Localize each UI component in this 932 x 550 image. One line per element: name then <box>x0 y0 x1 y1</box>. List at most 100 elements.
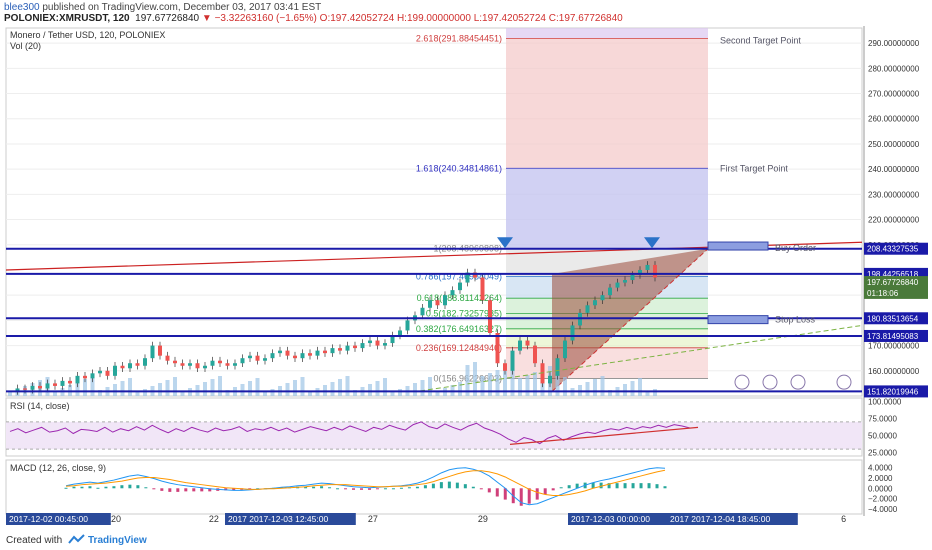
volume-bar <box>375 381 380 396</box>
macd-histogram-bar <box>559 487 563 489</box>
macd-histogram-bar <box>655 484 659 489</box>
rsi-label: RSI (14, close) <box>10 401 70 411</box>
macd-histogram-bar <box>391 488 395 490</box>
date-badge <box>225 513 356 525</box>
macd-histogram-bar <box>463 484 467 489</box>
macd-histogram-bar <box>495 488 499 497</box>
ohlc-line: POLONIEX:XMRUSDT, 120 197.67726840 ▼ −3.… <box>4 13 623 24</box>
author-link[interactable]: blee300 <box>4 2 40 13</box>
volume-bar <box>435 391 440 396</box>
volume-bar <box>158 383 162 396</box>
candle-body <box>255 355 260 361</box>
candle-body <box>360 343 365 349</box>
candle-body <box>68 380 72 384</box>
rsi-line <box>9 421 691 445</box>
candle-body <box>653 264 657 278</box>
time-tick-label: 29 <box>478 514 488 524</box>
last-price: 197.67726840 <box>135 13 200 24</box>
volume-bar <box>263 392 267 396</box>
macd-histogram-bar <box>304 486 308 489</box>
macd-histogram-bar <box>487 488 491 493</box>
candle-body <box>285 350 290 356</box>
macd-histogram-bar <box>503 488 507 500</box>
macd-histogram-bar <box>479 488 483 490</box>
macd-histogram-bar <box>360 488 364 490</box>
price-tick-label: 280.00000000 <box>868 64 920 73</box>
tradingview-brand-link[interactable]: TradingView <box>88 535 147 546</box>
candle-body <box>623 280 627 283</box>
volume-bar <box>180 391 185 396</box>
candle-body <box>428 300 432 308</box>
macd-tick-label: −2.0000 <box>868 495 898 504</box>
volume-bar <box>135 392 140 396</box>
symbol-label[interactable]: POLONIEX:XMRUSDT, 120 <box>4 13 130 24</box>
macd-histogram-bar <box>64 487 68 489</box>
candle-body <box>473 272 477 278</box>
volume-bar <box>488 373 492 396</box>
price-tick-label: 160.00000000 <box>868 367 920 376</box>
macd-histogram-bar <box>232 488 236 491</box>
macd-histogram-bar <box>431 483 435 489</box>
volume-bar <box>593 379 597 396</box>
macd-histogram-bar <box>136 485 140 489</box>
macd-histogram-bar <box>104 486 108 489</box>
volume-bar <box>173 377 177 396</box>
time-tick-label: 27 <box>368 514 378 524</box>
macd-histogram-bar <box>383 488 387 490</box>
macd-histogram-bar <box>96 487 100 489</box>
macd-line <box>65 467 666 506</box>
publish-line: blee300 published on TradingView.com, De… <box>4 2 321 13</box>
fib-level-label: 0.5(182.73257985) <box>426 308 502 318</box>
volume-bar <box>413 383 417 396</box>
event-icon <box>734 374 750 390</box>
candle-body <box>338 348 342 351</box>
price-tick-label: 220.00000000 <box>868 216 920 225</box>
volume-label: Vol (20) <box>10 41 41 51</box>
volume-bar <box>563 377 567 396</box>
level-badge-label: 198.44256518 <box>867 270 919 279</box>
macd-histogram-bar <box>623 483 627 489</box>
macd-histogram-bar <box>527 488 531 504</box>
candle-body <box>600 295 605 301</box>
chart-canvas[interactable]: 290.00000000 280.00000000 270.00000000 260.… <box>0 26 932 530</box>
macd-histogram-bar <box>615 483 619 489</box>
fib-level-label: 0.786(197.46988049) <box>416 271 502 281</box>
signal-line <box>65 469 666 496</box>
volume-bar <box>248 381 252 396</box>
time-tick-label: 6 <box>841 514 846 524</box>
candle-body <box>240 358 245 364</box>
event-icon <box>762 374 778 390</box>
candle-body <box>218 360 222 364</box>
marker-triangle-icon <box>497 237 513 249</box>
candle-body <box>443 295 447 306</box>
volume-bar <box>353 390 357 396</box>
volume-bar <box>383 378 387 396</box>
volume-bar <box>225 390 230 396</box>
candle-body <box>135 363 140 366</box>
candle-body <box>233 363 237 366</box>
candle-body <box>38 385 42 389</box>
candle-body <box>300 353 305 359</box>
candle-body <box>323 350 327 354</box>
macd-histogram-bar <box>535 488 539 500</box>
candle-body <box>188 363 192 366</box>
level-badge <box>864 329 928 342</box>
candle-body <box>195 363 200 369</box>
date-badge-label: 2017 2017-12-04 18:45:00 <box>670 514 770 524</box>
date-badge-label: 2017-12-03 00:00:00 <box>571 514 650 524</box>
volume-bar <box>255 378 260 396</box>
candle-body <box>45 383 50 389</box>
candle-body <box>630 275 635 281</box>
fib-zone-top <box>506 28 708 39</box>
candle-body <box>98 370 102 374</box>
volume-bar <box>338 379 342 396</box>
macd-histogram-bar <box>367 488 371 490</box>
macd-histogram-bar <box>200 488 204 492</box>
candle-body <box>315 350 320 356</box>
level-badge <box>864 385 928 398</box>
macd-histogram-bar <box>415 486 419 489</box>
volume-bar <box>98 390 102 396</box>
candle-body <box>150 345 155 359</box>
candle-body <box>563 340 567 359</box>
macd-histogram-bar <box>248 488 252 490</box>
